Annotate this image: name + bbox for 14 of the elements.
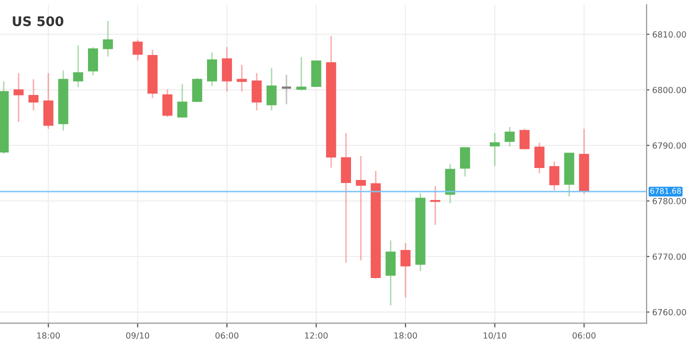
x-tick-label: 09/10 <box>126 332 150 340</box>
x-tick-label: 10/10 <box>484 332 506 340</box>
y-tick-label: 6800.00 <box>652 86 686 94</box>
x-tick-label: 18:00 <box>37 332 60 339</box>
text: US 500 <box>12 16 64 26</box>
x-tick-label: 18:00 <box>394 332 417 339</box>
y-tick-label: 6760.00 <box>652 309 686 316</box>
x-tick-label: 06:00 <box>215 332 238 339</box>
y-tick-label: 6780.00 <box>652 198 686 204</box>
y-tick-label: 6790.00 <box>652 142 686 149</box>
y-tick-label: 6810.00 <box>652 31 686 38</box>
x-tick-label: 12:00 <box>305 332 328 339</box>
x-tick-label: 06:00 <box>572 332 596 339</box>
y-tick-label: 6770.00 <box>652 253 686 260</box>
